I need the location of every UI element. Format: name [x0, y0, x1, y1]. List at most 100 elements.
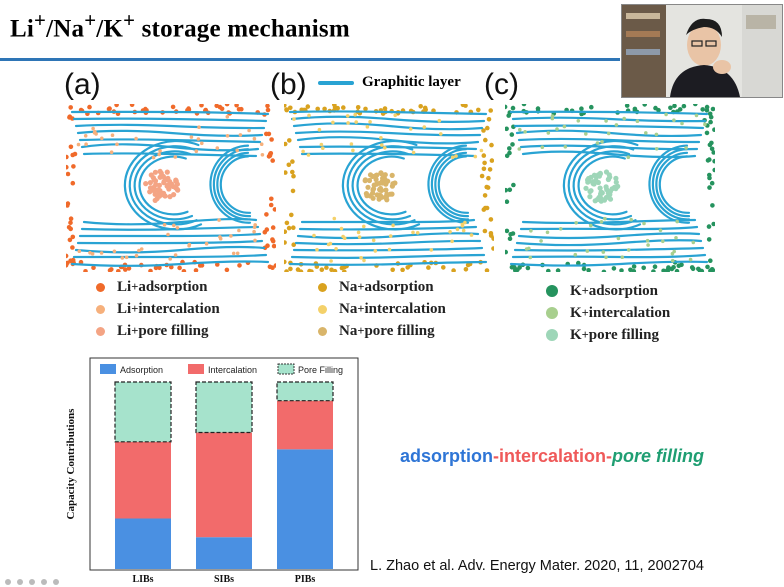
adsorbed-ion — [505, 228, 510, 234]
adsorbed-ion — [219, 106, 225, 112]
graphitic-layer — [511, 253, 707, 259]
adsorbed-ion — [68, 216, 74, 221]
adsorbed-ion — [236, 107, 242, 112]
intercalated-ion — [684, 146, 688, 150]
pore-filling-ion — [597, 185, 603, 191]
adsorbed-ion — [181, 269, 187, 272]
intercalated-ion — [614, 123, 619, 127]
graphitic-layer — [292, 122, 484, 131]
intercalated-ion — [584, 132, 588, 136]
legend-li: Li + adsorption Li + intercalation Li + por… — [96, 276, 220, 342]
graphitic-layer — [133, 150, 194, 221]
intercalated-ion — [349, 142, 354, 146]
intercalated-ion — [703, 122, 707, 127]
intercalated-ion — [120, 256, 125, 260]
adsorbed-ion — [674, 268, 680, 272]
intercalated-ion — [134, 136, 138, 141]
intercalated-ion — [225, 134, 230, 138]
adsorbed-ion — [271, 243, 276, 249]
diagram-li-storage — [66, 104, 276, 272]
adsorbed-ion — [525, 265, 531, 271]
adsorbed-ion — [199, 104, 204, 108]
adsorbed-ion — [601, 269, 607, 272]
intercalated-ion — [595, 141, 600, 145]
intercalated-ion — [626, 155, 631, 159]
intercalated-ion — [351, 148, 355, 153]
adsorbed-ion — [67, 114, 73, 119]
graphitic-layer — [509, 110, 709, 116]
pore-filling-ion — [384, 197, 390, 203]
pore-filling-ion — [379, 194, 385, 200]
diagram-na-storage — [284, 104, 494, 272]
intercalated-ion — [326, 242, 331, 247]
intercalated-ion — [237, 228, 241, 233]
intercalated-ion — [450, 239, 454, 244]
adsorbed-ion — [332, 104, 337, 107]
intercalated-ion — [235, 251, 240, 256]
intercalated-ion — [238, 133, 243, 137]
x-tick-label: SIBs — [214, 574, 234, 585]
adsorbed-ion — [712, 167, 715, 173]
pore-filling-ion — [583, 185, 589, 191]
adsorbed-ion — [264, 131, 269, 137]
graphitic-layer — [300, 218, 476, 224]
intercalated-ion — [523, 130, 527, 134]
adsorbed-ion — [315, 106, 320, 112]
legend-li-adsorption: Li + adsorption — [96, 276, 220, 298]
adsorbed-ion — [234, 104, 239, 108]
capacity-contribution-chart: Adsorption Intercalation Pore Filling Capac… — [65, 357, 359, 585]
adsorbed-ion — [66, 171, 71, 177]
adsorbed-ion — [505, 126, 509, 132]
intercalated-ion — [439, 132, 443, 136]
graphitic-layer — [138, 155, 189, 216]
intercalated-ion — [77, 249, 82, 253]
graphitic-layer — [511, 116, 707, 123]
adsorbed-ion — [270, 237, 275, 242]
presenter-webcam — [621, 4, 783, 98]
intercalated-ion — [455, 227, 460, 232]
legend-li-intercalation: Li + intercalation — [96, 298, 220, 320]
adsorbed-ion — [265, 104, 270, 109]
intercalated-ion — [91, 126, 95, 131]
adsorbed-ion — [87, 104, 92, 110]
adsorbed-ion — [710, 106, 715, 112]
li-pore-filling-dot — [96, 326, 105, 336]
graphitic-layer — [513, 124, 705, 130]
adsorbed-ion — [270, 158, 275, 163]
adsorbed-ion — [237, 263, 242, 268]
na-adsorption-dot — [318, 282, 327, 292]
intercalated-ion — [346, 121, 350, 125]
intercalated-ion — [334, 247, 338, 251]
adsorbed-ion — [284, 141, 288, 147]
graphitic-layer — [290, 115, 486, 123]
adsorbed-ion — [652, 264, 658, 269]
pore-filling-ion — [607, 196, 614, 202]
graphitic-layer — [216, 151, 252, 218]
intercalated-ion — [473, 154, 478, 159]
adsorbed-ion — [305, 104, 311, 109]
intercalated-ion — [562, 124, 567, 129]
intercalated-ion — [175, 226, 180, 230]
legend-k: K + adsorption K + intercalation K + pore fi… — [546, 280, 670, 346]
intercalated-ion — [528, 255, 533, 260]
adsorbed-ion — [535, 106, 541, 111]
adsorbed-ion — [290, 188, 296, 194]
panel-label-c: (c) — [484, 68, 519, 101]
graphitic-layer — [209, 144, 252, 224]
intercalated-ion — [479, 148, 484, 153]
adsorbed-ion — [266, 154, 272, 159]
adsorbed-ion — [707, 111, 713, 117]
adsorbed-ion — [287, 138, 292, 143]
pore-filling-ion — [378, 171, 384, 177]
adsorbed-ion — [510, 142, 515, 147]
intercalated-ion — [252, 229, 256, 234]
intercalated-ion — [616, 236, 621, 241]
intercalated-ion — [356, 230, 361, 235]
intercalated-ion — [321, 146, 325, 150]
adsorbed-ion — [708, 258, 713, 263]
k-intercalation-dot — [546, 307, 558, 319]
adsorbed-ion — [272, 207, 276, 212]
pore-filling-ion — [604, 186, 610, 193]
intercalated-ion — [461, 228, 466, 233]
adsorbed-ion — [114, 104, 119, 108]
